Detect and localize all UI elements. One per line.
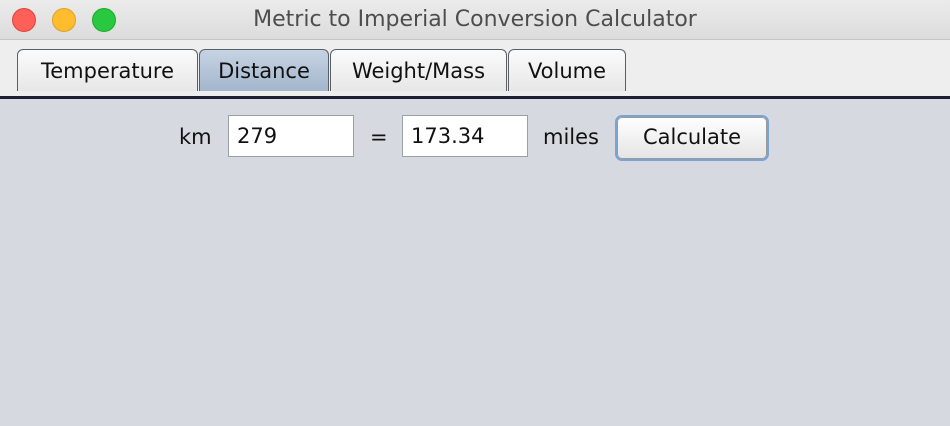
miles-output-field[interactable] bbox=[402, 115, 528, 157]
calculate-button[interactable]: Calculate bbox=[615, 115, 769, 161]
km-unit-label: km bbox=[179, 125, 212, 149]
title-bar: Metric to Imperial Conversion Calculator bbox=[0, 0, 950, 40]
maximize-window-button[interactable] bbox=[92, 8, 116, 32]
tab-strip: Temperature Distance Weight/Mass Volume bbox=[0, 40, 950, 96]
tab-volume[interactable]: Volume bbox=[508, 49, 626, 91]
window-title: Metric to Imperial Conversion Calculator bbox=[253, 7, 697, 32]
tab-temperature[interactable]: Temperature bbox=[17, 49, 198, 91]
tab-weight-mass[interactable]: Weight/Mass bbox=[330, 49, 507, 91]
minimize-window-button[interactable] bbox=[52, 8, 76, 32]
tab-distance[interactable]: Distance bbox=[199, 49, 329, 91]
tab-divider bbox=[0, 96, 950, 99]
close-window-button[interactable] bbox=[12, 8, 36, 32]
equals-sign: = bbox=[370, 125, 388, 149]
km-input[interactable] bbox=[228, 115, 354, 157]
miles-unit-label: miles bbox=[543, 125, 599, 149]
distance-panel: km = miles Calculate bbox=[0, 99, 950, 426]
